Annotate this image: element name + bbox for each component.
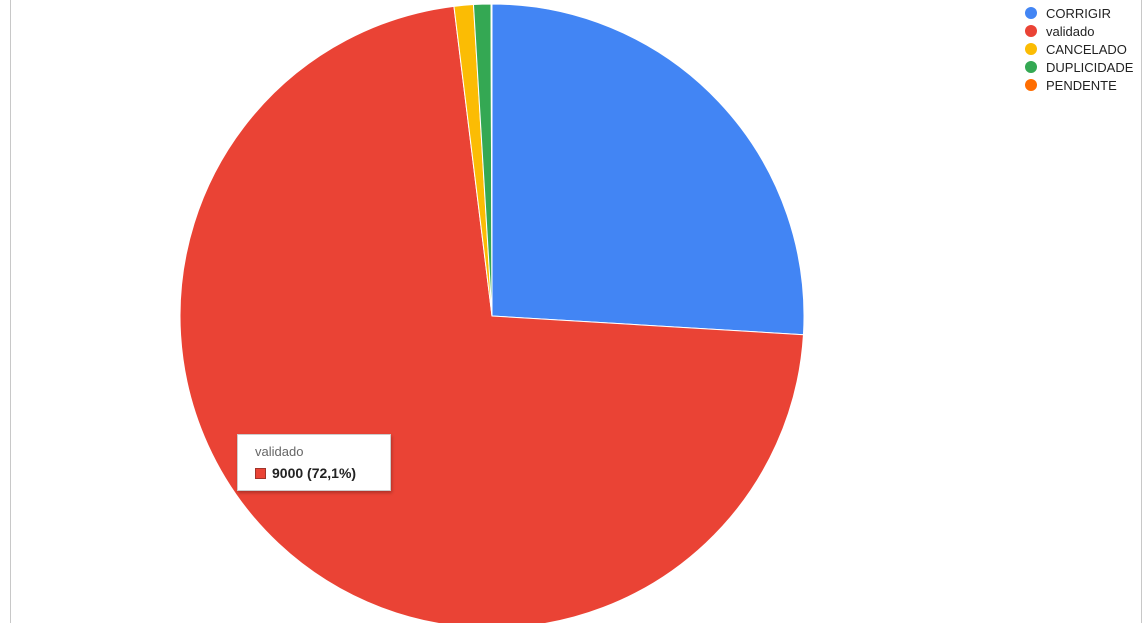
- legend-item-duplicidade[interactable]: DUPLICIDADE: [1025, 58, 1142, 76]
- pie-slice-corrigir[interactable]: [491, 3, 805, 336]
- tooltip-swatch: [255, 467, 266, 479]
- legend-swatch-validado: [1025, 25, 1037, 37]
- legend-label-pendente: PENDENTE: [1046, 77, 1117, 93]
- legend-swatch-corrigir: [1025, 7, 1037, 19]
- legend-item-cancelado[interactable]: CANCELADO: [1025, 40, 1142, 58]
- legend-label-cancelado: CANCELADO: [1046, 41, 1127, 57]
- legend-swatch-pendente: [1025, 79, 1037, 91]
- tooltip-value: 9000 (72,1%): [272, 465, 357, 481]
- legend-item-corrigir[interactable]: CORRIGIR: [1025, 4, 1142, 22]
- hover-tooltip: validado 9000 (72,1%): [237, 434, 391, 491]
- chart-area[interactable]: CORRIGIR validado CANCELADO DUPLICIDADE …: [10, 0, 1142, 623]
- tooltip-label: validado: [255, 444, 304, 459]
- legend-label-validado: validado: [1046, 23, 1095, 39]
- pie-chart[interactable]: [11, 0, 1142, 623]
- tooltip-row: 9000 (72,1%): [255, 465, 390, 481]
- pie-slice-pendente[interactable]: [490, 3, 493, 317]
- legend-swatch-duplicidade: [1025, 61, 1037, 73]
- legend-label-duplicidade: DUPLICIDADE: [1046, 59, 1134, 75]
- legend-label-corrigir: CORRIGIR: [1046, 5, 1111, 21]
- legend-item-pendente[interactable]: PENDENTE: [1025, 76, 1142, 94]
- legend-item-validado[interactable]: validado: [1025, 22, 1142, 40]
- legend-swatch-cancelado: [1025, 43, 1037, 55]
- legend: CORRIGIR validado CANCELADO DUPLICIDADE …: [1025, 4, 1142, 94]
